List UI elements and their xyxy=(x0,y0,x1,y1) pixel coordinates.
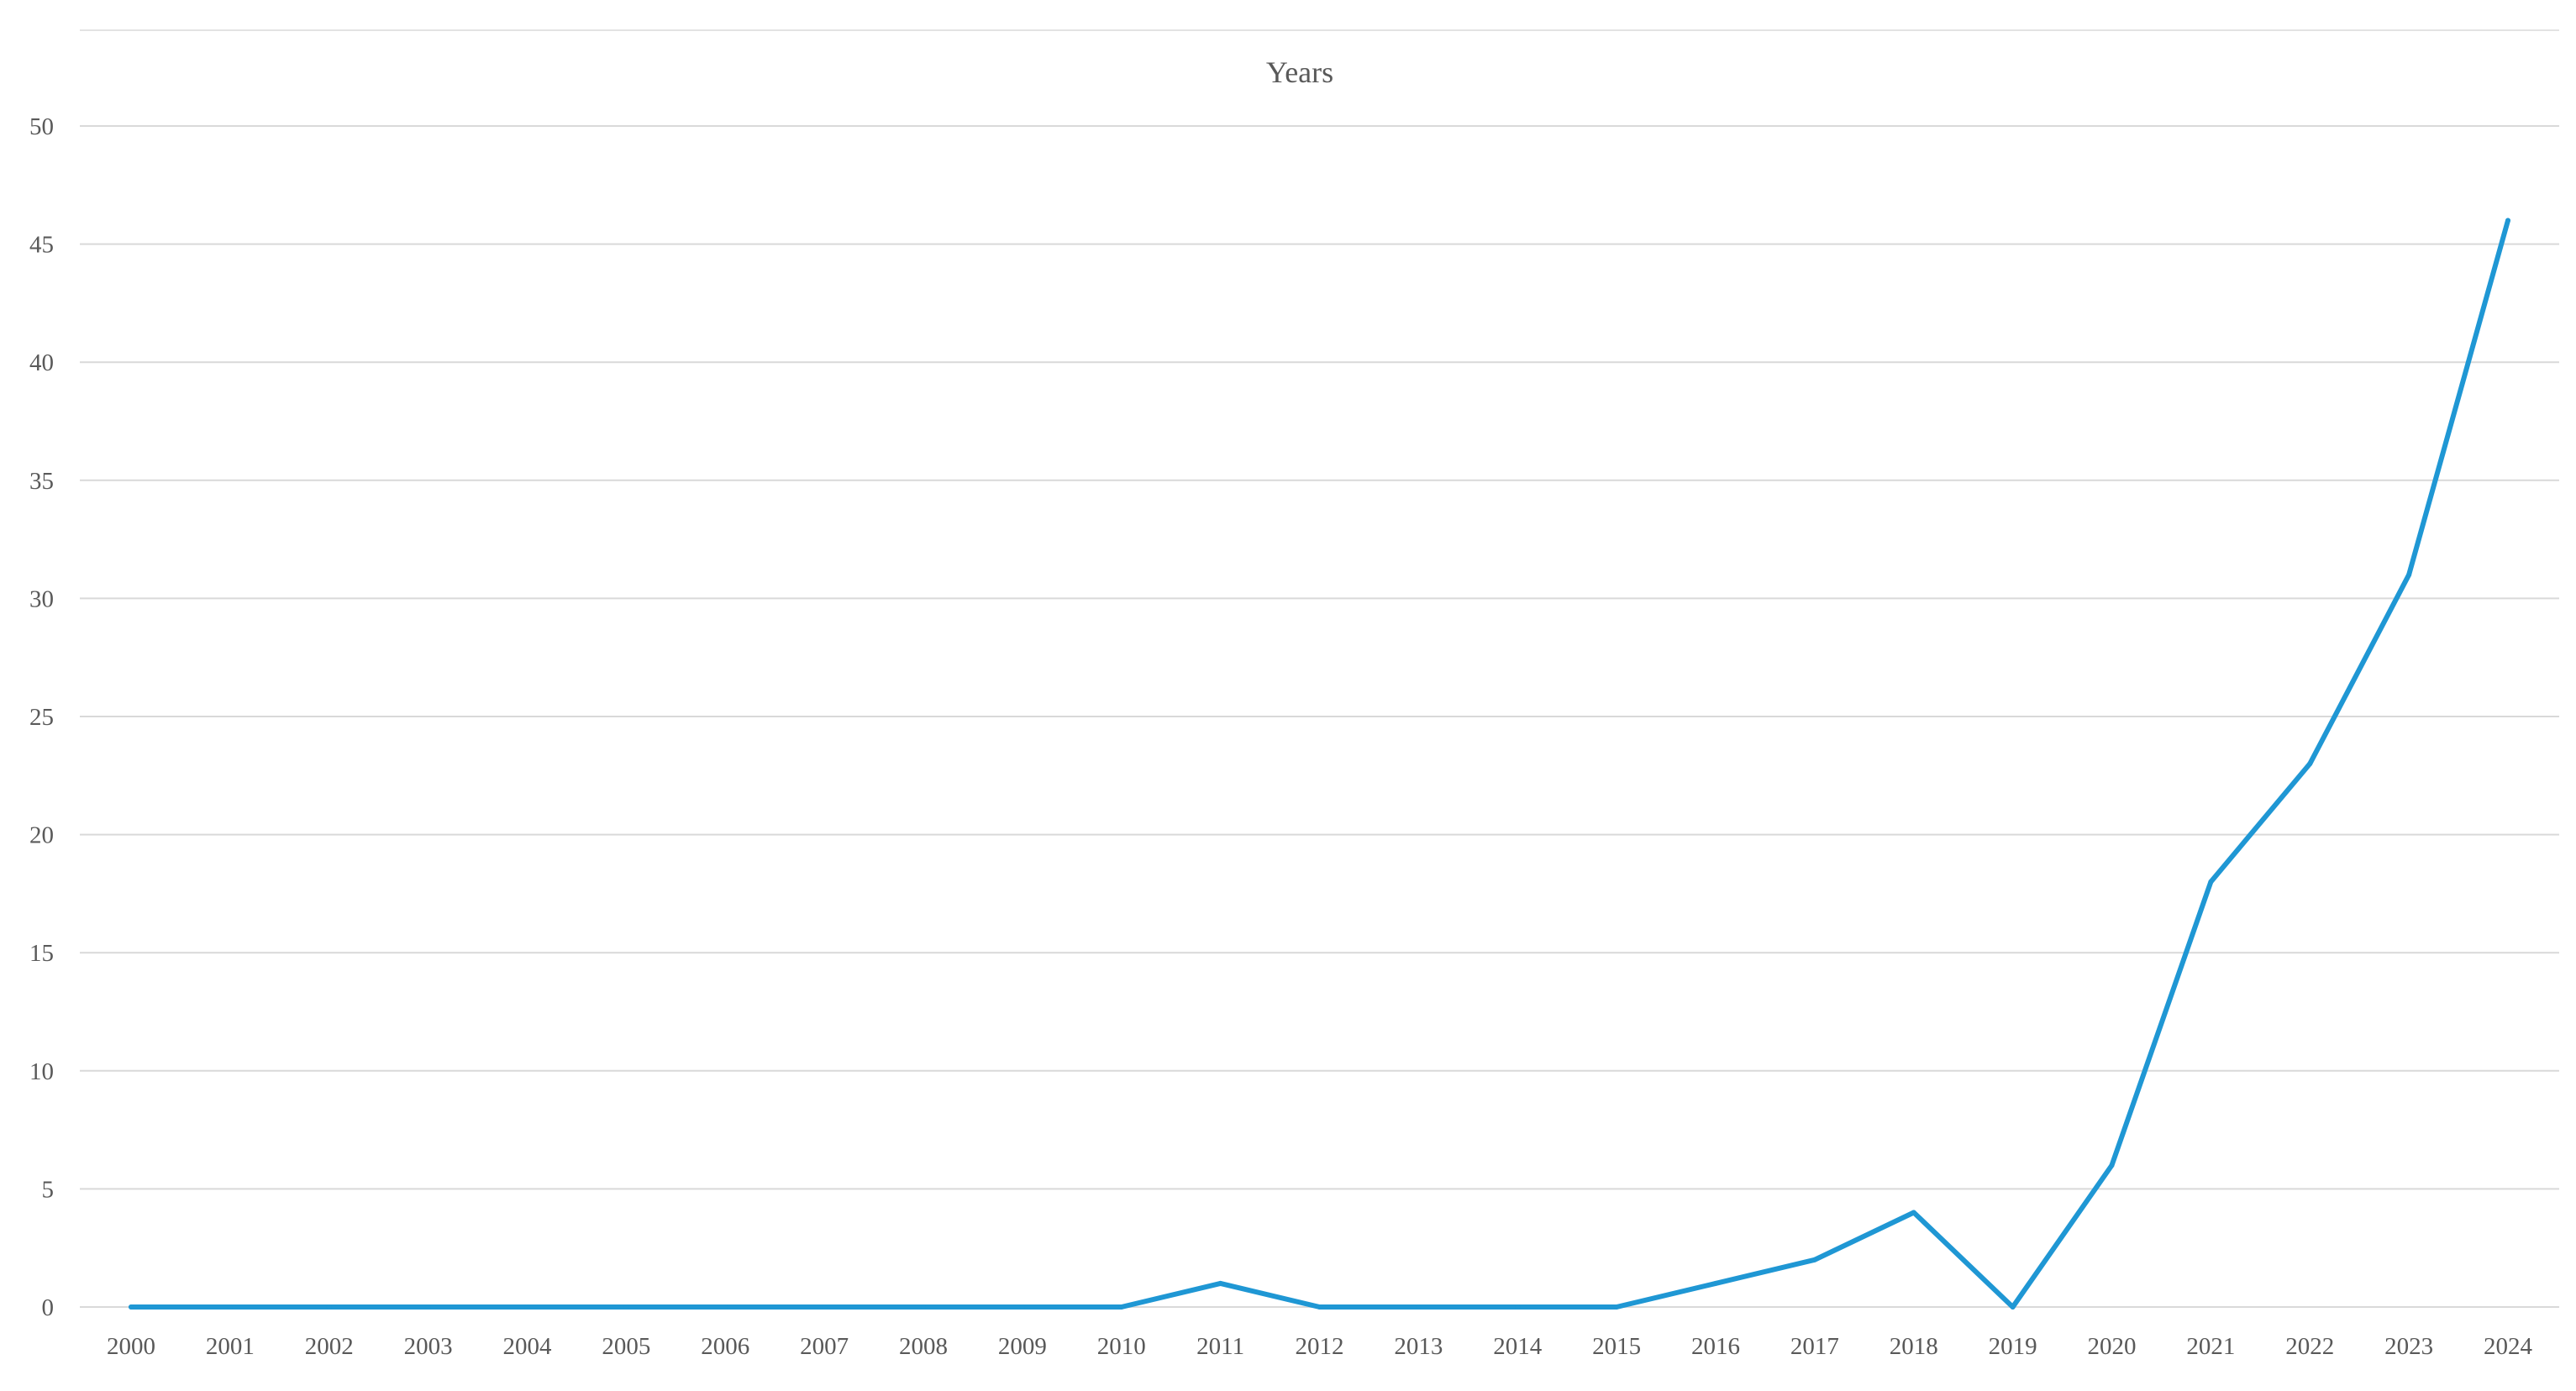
y-axis-tick-labels: 0 5 10 15 20 25 30 35 40 45 50 xyxy=(29,113,54,1321)
data-point xyxy=(2010,1304,2016,1310)
x-tick-label: 2010 xyxy=(1097,1333,1146,1360)
data-point xyxy=(1614,1304,1620,1310)
x-tick-label: 2020 xyxy=(2088,1333,2137,1360)
data-point xyxy=(1118,1304,1124,1310)
y-tick-label: 5 xyxy=(42,1176,55,1203)
x-tick-label: 2001 xyxy=(206,1333,255,1360)
data-point xyxy=(1217,1280,1223,1286)
data-point xyxy=(524,1304,530,1310)
x-tick-label: 2016 xyxy=(1691,1333,1740,1360)
x-tick-label: 2023 xyxy=(2384,1333,2433,1360)
data-point xyxy=(129,1304,134,1310)
x-tick-label: 2012 xyxy=(1296,1333,1344,1360)
x-tick-label: 2024 xyxy=(2484,1333,2533,1360)
x-tick-label: 2022 xyxy=(2285,1333,2334,1360)
data-point xyxy=(921,1304,926,1310)
y-tick-label: 10 xyxy=(29,1058,54,1085)
x-tick-label: 2009 xyxy=(998,1333,1047,1360)
y-tick-label: 30 xyxy=(29,585,54,612)
data-point xyxy=(1416,1304,1422,1310)
x-tick-label: 2014 xyxy=(1493,1333,1543,1360)
x-tick-label: 2017 xyxy=(1790,1333,1839,1360)
data-point xyxy=(2505,218,2510,223)
data-point xyxy=(1515,1304,1521,1310)
chart-title: Years xyxy=(1266,55,1333,89)
x-tick-label: 2008 xyxy=(899,1333,948,1360)
y-tick-label: 50 xyxy=(29,113,54,140)
data-point xyxy=(623,1304,629,1310)
x-tick-label: 2002 xyxy=(305,1333,354,1360)
data-point xyxy=(2208,879,2214,884)
x-tick-label: 2019 xyxy=(1989,1333,2037,1360)
data-point xyxy=(822,1304,828,1310)
x-tick-label: 2018 xyxy=(1890,1333,1938,1360)
x-tick-label: 2011 xyxy=(1196,1333,1244,1360)
data-point xyxy=(2406,572,2412,578)
x-tick-label: 2003 xyxy=(404,1333,453,1360)
y-tick-label: 20 xyxy=(29,822,54,849)
gridlines xyxy=(80,125,2559,1308)
data-point xyxy=(425,1304,431,1310)
x-tick-label: 2013 xyxy=(1394,1333,1443,1360)
x-axis-tick-labels: 2000 2001 2002 2003 2004 2005 2006 2007 2008 2009… xyxy=(107,1333,2533,1360)
y-tick-label: 45 xyxy=(29,232,54,259)
y-tick-label: 25 xyxy=(29,704,54,731)
x-tick-label: 2004 xyxy=(503,1333,553,1360)
series-layer xyxy=(129,218,2510,1310)
data-point xyxy=(1811,1257,1817,1262)
data-point xyxy=(326,1304,332,1310)
x-tick-label: 2005 xyxy=(602,1333,650,1360)
data-point xyxy=(1911,1210,1916,1215)
x-tick-label: 2006 xyxy=(701,1333,749,1360)
x-tick-label: 2007 xyxy=(800,1333,849,1360)
data-point xyxy=(2109,1163,2115,1168)
y-tick-label: 0 xyxy=(42,1294,55,1321)
data-point xyxy=(2307,761,2313,767)
y-tick-label: 15 xyxy=(29,940,54,967)
data-point xyxy=(723,1304,728,1310)
x-tick-label: 2021 xyxy=(2186,1333,2235,1360)
data-point xyxy=(1019,1304,1025,1310)
y-tick-label: 35 xyxy=(29,468,54,495)
series-line xyxy=(129,218,2510,1310)
data-point xyxy=(1713,1280,1718,1286)
data-point xyxy=(227,1304,233,1310)
x-tick-label: 2015 xyxy=(1592,1333,1641,1360)
x-tick-label: 2000 xyxy=(107,1333,155,1360)
data-point xyxy=(1317,1304,1322,1310)
y-tick-label: 40 xyxy=(29,349,54,376)
